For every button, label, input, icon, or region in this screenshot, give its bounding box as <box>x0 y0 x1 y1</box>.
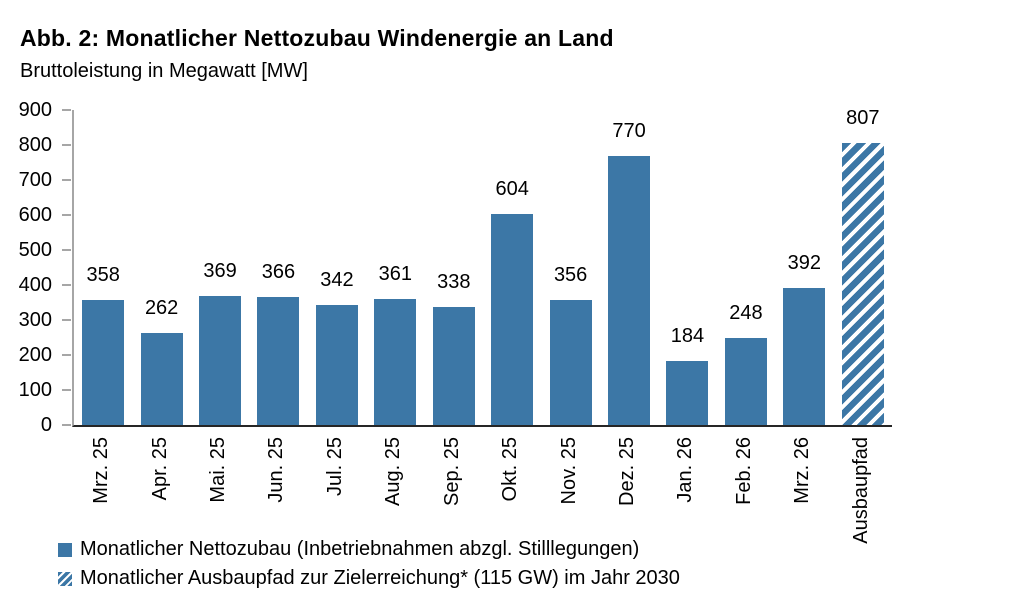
bar-feb-26 <box>724 338 767 425</box>
bar-value-label: 262 <box>144 297 179 320</box>
x-tick-label-mrz-26: Mrz. 26 <box>791 437 814 504</box>
y-tick-mark <box>62 249 71 251</box>
bar-slot-ausbaupfad: 807 <box>834 106 892 425</box>
bar-value-label: 604 <box>495 177 529 200</box>
y-tick-label-800: 800 <box>18 134 52 156</box>
y-tick-mark <box>62 354 71 356</box>
bar-value-label: 807 <box>846 106 880 129</box>
y-tick-mark <box>62 144 71 146</box>
bar-slot-mrz-26: 392 <box>775 110 833 425</box>
bar-jan-26 <box>666 360 709 425</box>
bar-slot-apr-25: 262 <box>132 110 190 425</box>
y-tick-label-700: 700 <box>18 169 52 191</box>
chart-title: Abb. 2: Monatlicher Nettozubau Windenerg… <box>20 25 614 51</box>
bar-slot-feb-26: 248 <box>717 110 775 425</box>
x-tick-label-nov-25: Nov. 25 <box>557 437 580 505</box>
x-tick-label-ausbaupfad: Ausbaupfad <box>849 437 872 544</box>
y-tick-label-0: 0 <box>40 414 52 436</box>
bar-slot-mrz-25: 358 <box>74 110 132 425</box>
legend-label-ausbaupfad: Monatlicher Ausbaupfad zur Zielerreichun… <box>80 567 680 589</box>
bar-value-label: 356 <box>553 264 588 287</box>
y-tick-label-500: 500 <box>18 239 52 261</box>
bar-slot-jan-26: 184 <box>658 110 716 425</box>
bar-ausbaupfad <box>841 142 884 425</box>
y-tick-mark <box>62 179 71 181</box>
x-tick-label-jan-26: Jan. 26 <box>674 437 697 503</box>
x-tick-label-okt-25: Okt. 25 <box>499 437 522 502</box>
bar-value-label: 342 <box>320 269 354 292</box>
bar-nov-25 <box>549 300 592 425</box>
bar-mrz-26 <box>783 287 826 425</box>
bar-slot-jul-25: 342 <box>308 110 366 425</box>
bar-value-label: 366 <box>261 260 296 283</box>
x-tick-slot-mrz-26: Mrz. 26 <box>773 437 831 577</box>
legend-swatch-hatched-icon <box>58 571 72 586</box>
bar-slot-okt-25: 604 <box>483 110 541 425</box>
bar-value-label: 392 <box>787 251 822 274</box>
x-tick-label-jul-25: Jul. 25 <box>323 437 346 496</box>
y-tick-label-300: 300 <box>18 309 52 331</box>
bar-value-label: 338 <box>437 270 471 293</box>
bar-slot-jun-25: 366 <box>249 110 307 425</box>
x-tick-slot-feb-26: Feb. 26 <box>715 437 773 577</box>
y-tick-mark <box>62 214 71 216</box>
y-tick-label-900: 900 <box>18 99 52 121</box>
bar-slot-mai-25: 369 <box>191 110 249 425</box>
x-tick-label-aug-25: Aug. 25 <box>382 437 405 506</box>
y-tick-label-400: 400 <box>18 274 52 296</box>
x-tick-label-feb-26: Feb. 26 <box>732 437 755 505</box>
legend-item-nettozubau: Monatlicher Nettozubau (Inbetriebnahmen … <box>58 535 680 564</box>
x-tick-label-sep-25: Sep. 25 <box>440 437 463 506</box>
bar-jun-25 <box>257 296 300 425</box>
bar-value-label: 369 <box>203 259 237 282</box>
x-tick-label-mrz-25: Mrz. 25 <box>90 437 113 504</box>
bar-value-label: 361 <box>378 262 413 285</box>
bar-slot-dez-25: 770 <box>600 110 658 425</box>
bar-apr-25 <box>140 333 183 425</box>
chart-subtitle: Bruttoleistung in Megawatt [MW] <box>20 60 308 82</box>
y-axis-tick-labels: 0 100 200 300 400 500 600 700 800 900 <box>0 99 52 436</box>
bar-slot-sep-25: 338 <box>425 110 483 425</box>
y-tick-mark <box>62 109 71 111</box>
y-tick-label-600: 600 <box>18 204 52 226</box>
x-tick-label-apr-25: Apr. 25 <box>148 437 171 501</box>
legend-label-nettozubau: Monatlicher Nettozubau (Inbetriebnahmen … <box>80 538 640 560</box>
y-tick-mark <box>62 424 71 426</box>
bar-mrz-25 <box>82 299 125 425</box>
bar-value-label: 184 <box>670 324 705 347</box>
plot-area: 358 262 369 366 342 361 338 604 356 770 184 248 392 8… <box>72 106 892 427</box>
y-tick-mark <box>62 319 71 321</box>
bar-jul-25 <box>315 305 358 425</box>
x-tick-label-dez-25: Dez. 25 <box>616 437 639 506</box>
bar-slot-nov-25: 356 <box>541 110 599 425</box>
bar-slot-aug-25: 361 <box>366 110 424 425</box>
bar-aug-25 <box>374 298 417 425</box>
x-tick-slot-ausbaupfad: Ausbaupfad <box>832 437 890 577</box>
legend-swatch-solid-icon <box>58 542 72 557</box>
y-tick-label-100: 100 <box>18 379 52 401</box>
bar-value-label: 248 <box>729 302 763 325</box>
y-tick-mark <box>62 389 71 391</box>
x-tick-label-jun-25: Jun. 25 <box>265 437 288 503</box>
bar-dez-25 <box>608 155 651 425</box>
x-tick-label-mai-25: Mai. 25 <box>207 437 230 503</box>
legend-item-ausbaupfad: Monatlicher Ausbaupfad zur Zielerreichun… <box>58 564 680 593</box>
bar-value-label: 770 <box>612 119 646 142</box>
bar-sep-25 <box>432 306 475 425</box>
y-tick-label-200: 200 <box>18 344 52 366</box>
y-tick-mark <box>62 284 71 286</box>
bar-mai-25 <box>199 295 242 425</box>
legend: Monatlicher Nettozubau (Inbetriebnahmen … <box>58 535 680 593</box>
bar-value-label: 358 <box>86 263 120 286</box>
bar-okt-25 <box>491 213 534 425</box>
